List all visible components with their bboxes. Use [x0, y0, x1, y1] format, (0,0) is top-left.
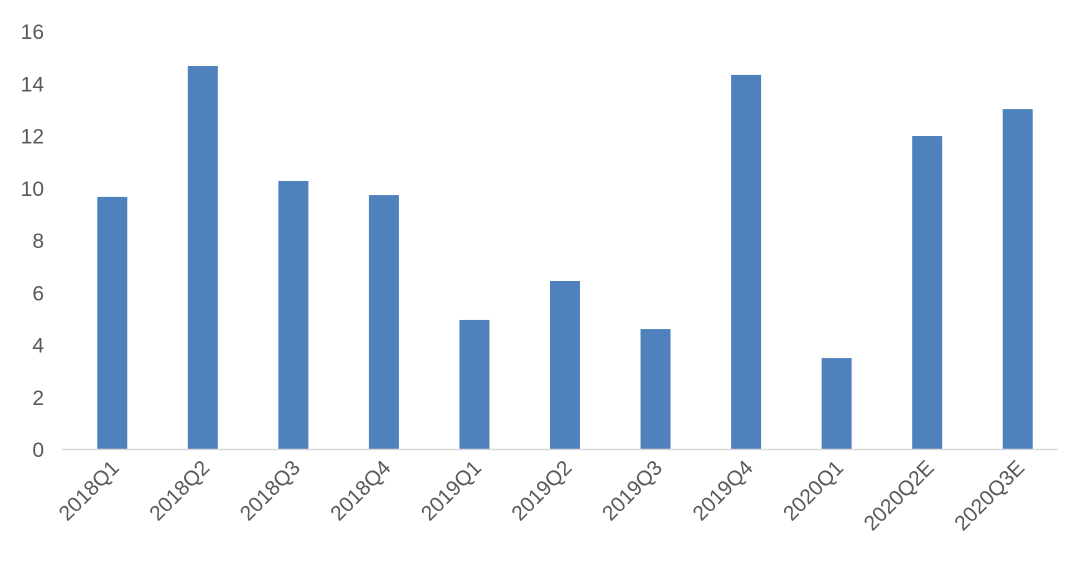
y-tick-label: 0 — [32, 439, 44, 462]
x-tick-label: 2020Q3E — [950, 456, 1029, 535]
bar-2019Q1 — [459, 319, 490, 449]
x-tick-label: 2020Q1 — [779, 456, 848, 525]
bar-2019Q4 — [731, 74, 762, 449]
bar-2018Q4 — [368, 195, 399, 449]
bar-2019Q2 — [550, 281, 580, 449]
y-tick-label: 6 — [32, 282, 44, 305]
x-tick-label: 2020Q2E — [860, 456, 939, 535]
bar-2020Q2E — [912, 136, 943, 449]
y-tick-label: 4 — [32, 335, 44, 358]
y-tick-label: 2 — [32, 387, 44, 410]
y-tick-label: 10 — [21, 178, 44, 201]
bars — [97, 66, 1033, 450]
x-tick-label: 2018Q3 — [236, 456, 305, 525]
bar-2018Q2 — [187, 66, 218, 449]
x-tick-label: 2018Q2 — [145, 456, 214, 525]
x-tick-label: 2019Q1 — [417, 456, 486, 525]
bar-2018Q1 — [97, 196, 128, 449]
x-axis-ticks: 2018Q1 2018Q2 2018Q3 2018Q4 2019Q1 2019Q2 2019… — [55, 456, 1030, 535]
x-tick-label: 2018Q4 — [326, 456, 395, 525]
x-tick-label: 2019Q4 — [689, 456, 758, 525]
y-tick-label: 12 — [21, 126, 44, 149]
y-tick-label: 16 — [21, 21, 44, 44]
bar-2020Q1 — [821, 358, 852, 449]
bar-2020Q3E — [1002, 109, 1033, 450]
bar-2019Q3 — [640, 329, 671, 449]
x-tick-label: 2019Q2 — [507, 456, 576, 525]
bar-2018Q3 — [278, 180, 309, 449]
y-axis-ticks: 0 2 4 6 8 10 12 14 16 — [21, 21, 45, 462]
x-tick-label: 2019Q3 — [598, 456, 667, 525]
y-tick-label: 8 — [32, 230, 44, 253]
x-tick-label: 2018Q1 — [55, 456, 124, 525]
y-tick-label: 14 — [21, 73, 45, 96]
